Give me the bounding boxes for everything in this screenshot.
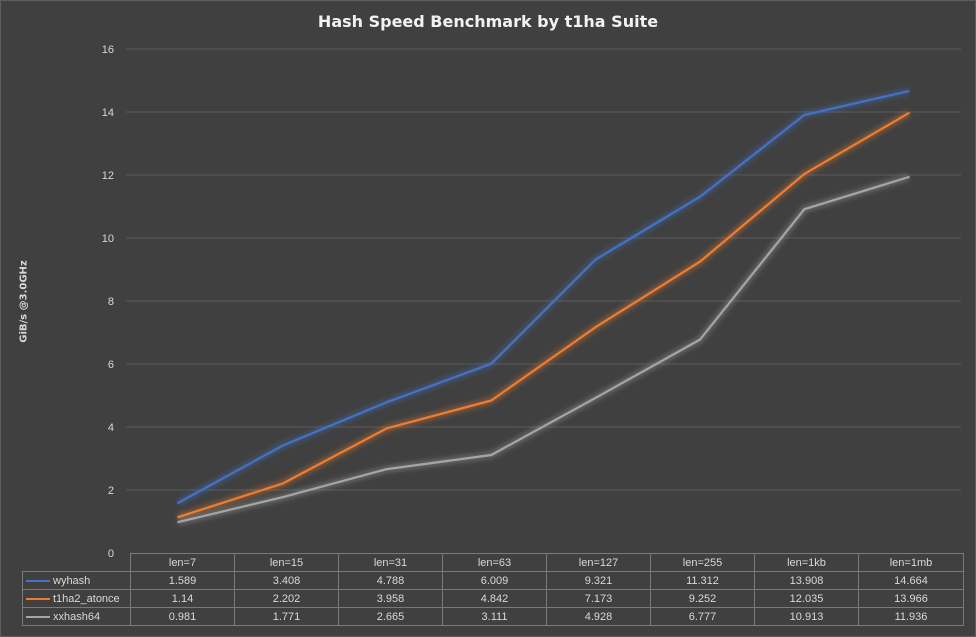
table-cell: 1.771 [234,607,339,626]
table-cell: 4.788 [338,571,443,590]
table-corner [22,553,131,572]
x-category-label: len=255 [650,553,755,572]
y-tick-label: 2 [108,485,114,497]
table-row: wyhash 1.589 3.408 4.788 6.009 9.321 11.312 13.… [22,571,964,590]
data-point [281,482,284,485]
data-point [699,195,702,198]
table-cell: 9.321 [546,571,651,590]
table-cell: 9.252 [650,589,755,608]
legend-key: wyhash [22,571,131,590]
data-point [907,176,910,179]
table-cell: 11.936 [858,607,964,626]
data-point [385,401,388,404]
series-name: xxhash64 [53,610,101,623]
x-category-label: len=15 [234,553,339,572]
series-name: t1ha2_atonce [53,592,120,605]
table-cell: 6.777 [650,607,755,626]
data-point [699,338,702,341]
data-point [699,260,702,263]
data-point [281,496,284,499]
y-tick-label: 16 [102,44,114,56]
series-line-xxhash64 [177,175,910,524]
table-cell: 13.908 [754,571,859,590]
legend-key: xxhash64 [22,607,131,626]
series-glow [176,87,910,506]
data-point [907,112,910,115]
data-point [490,454,493,457]
data-point [594,326,597,329]
data-point [385,427,388,430]
table-cell: 1.589 [130,571,235,590]
y-tick-label: 10 [102,233,114,245]
x-category-label: len=127 [546,553,651,572]
data-point [281,444,284,447]
x-category-label: len=31 [338,553,443,572]
data-point [803,172,806,175]
table-cell: 4.928 [546,607,651,626]
chart-title: Hash Speed Benchmark by t1ha Suite [317,12,659,31]
table-cell: 12.035 [754,589,859,608]
data-point [385,468,388,471]
table-cell: 0.981 [130,607,235,626]
x-category-label: len=1kb [754,553,859,572]
data-point [594,396,597,399]
x-category-label: len=63 [442,553,547,572]
table-cell: 2.665 [338,607,443,626]
table-cell: 14.664 [858,571,964,590]
y-tick-label: 12 [102,170,114,182]
y-tick-label: 6 [108,359,114,371]
series-glow [177,173,910,526]
legend-swatch [26,615,50,618]
y-tick-label: 14 [102,107,114,119]
x-category-label: len=1mb [858,553,964,572]
y-tick-label: 4 [108,422,114,434]
table-cell: 1.14 [130,589,235,608]
data-point [594,258,597,261]
data-point [177,516,180,519]
legend-key: t1ha2_atonce [22,589,131,608]
data-point [803,208,806,211]
data-point [490,362,493,365]
series-lines [176,87,911,526]
table-cell: 3.111 [442,607,547,626]
series-name: wyhash [53,574,91,587]
table-cell: 4.842 [442,589,547,608]
table-cell: 6.009 [442,571,547,590]
data-point [177,501,180,504]
legend-swatch [26,579,50,582]
table-row: xxhash64 0.981 1.771 2.665 3.111 4.928 6.777 10… [22,607,964,626]
data-point [177,521,180,524]
x-category-label: len=7 [130,553,235,572]
legend-swatch [26,597,50,600]
table-cell: 13.966 [858,589,964,608]
table-cell: 2.202 [234,589,339,608]
table-cell: 11.312 [650,571,755,590]
table-cell: 10.913 [754,607,859,626]
series-line-t1ha2_atonce [177,112,910,519]
data-point [907,90,910,93]
table-cell: 3.958 [338,589,443,608]
data-point [490,399,493,402]
data-point [803,113,806,116]
table-cell: 3.408 [234,571,339,590]
data-table: len=7 len=15 len=31 len=63 len=127 len=255 len… [22,553,964,626]
table-row: t1ha2_atonce 1.14 2.202 3.958 4.842 7.173 9.25… [22,589,964,608]
table-cell: 7.173 [546,589,651,608]
series-line-wyhash [177,90,910,504]
y-tick-label: 8 [108,296,114,308]
